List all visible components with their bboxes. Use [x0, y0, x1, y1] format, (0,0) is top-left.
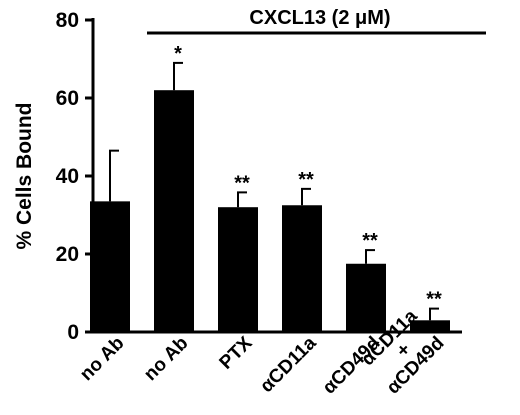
treatment-bracket-label: CXCL13 (2 μM) [249, 7, 390, 29]
y-tick-label: 0 [67, 321, 79, 344]
x-tick-label: no Ab [140, 333, 192, 385]
significance-marker: ** [298, 169, 314, 191]
bar [282, 205, 322, 332]
bar [218, 207, 258, 332]
bar [90, 201, 130, 332]
bars [90, 90, 450, 332]
axes [91, 18, 462, 334]
significance-markers: *** ****** [174, 43, 442, 311]
significance-marker: ** [362, 230, 378, 252]
treatment-bracket: CXCL13 (2 μM) [147, 7, 486, 35]
y-tick-label: 60 [56, 87, 79, 110]
y-tick-label: 80 [56, 9, 79, 32]
significance-marker: * [174, 43, 182, 65]
bar [154, 90, 194, 332]
y-ticks: 0 20 40 60 80 [56, 9, 93, 344]
significance-marker: ** [426, 289, 442, 311]
y-axis-label: % Cells Bound [13, 102, 36, 249]
y-tick-label: 40 [56, 165, 79, 188]
x-tick-label: PTX [216, 332, 257, 373]
significance-marker: ** [234, 172, 250, 194]
x-tick-label: αCD11a [256, 332, 320, 396]
bar [410, 320, 450, 332]
x-tick-label: no Ab [76, 333, 128, 385]
y-tick-label: 20 [56, 243, 79, 266]
bar [346, 263, 386, 332]
error-bars [109, 61, 439, 321]
